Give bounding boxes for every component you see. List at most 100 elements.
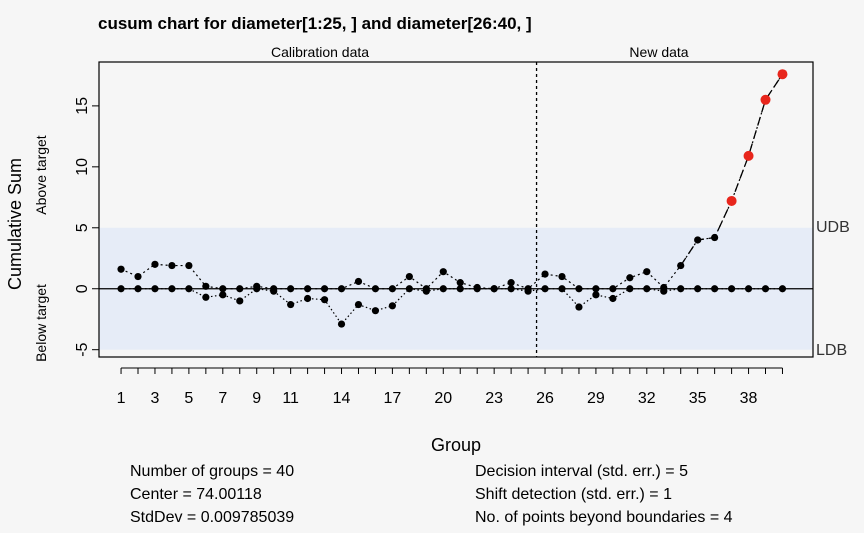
lower-point	[761, 285, 770, 293]
y-axis-label: Cumulative Sum	[5, 158, 25, 290]
x-tick-label: 1	[117, 390, 126, 407]
lower-point	[490, 285, 498, 293]
lower-point	[711, 285, 719, 293]
stat-number-of-groups: Number of groups = 40	[130, 463, 294, 480]
upper-point	[168, 261, 176, 270]
lower-point	[541, 285, 549, 293]
x-tick-label: 14	[333, 390, 351, 407]
lower-point	[134, 285, 142, 293]
x-tick-label: 5	[184, 390, 193, 407]
x-tick-label: 23	[485, 390, 503, 407]
lower-point	[626, 285, 634, 293]
upper-point	[592, 285, 600, 293]
lower-point	[609, 294, 617, 303]
upper-point	[626, 274, 634, 282]
upper-point	[117, 265, 125, 273]
y-axis-label-below: Below target	[33, 284, 49, 362]
x-tick-label: 20	[434, 390, 452, 407]
lower-point	[422, 287, 430, 295]
stat-stddev: StdDev = 0.009785039	[130, 509, 294, 526]
upper-point	[711, 233, 719, 242]
upper-point	[558, 272, 566, 281]
x-axis: 1 3 5 7 9 11 14 17 20 23 26 29 32 35 38	[117, 367, 783, 407]
lower-point	[354, 300, 363, 309]
x-tick-label: 29	[587, 390, 605, 407]
upper-point-violation	[726, 195, 737, 206]
x-tick-label: 38	[740, 390, 758, 407]
x-tick-label: 9	[252, 390, 261, 407]
section-label-new: New data	[629, 44, 688, 60]
upper-point	[609, 285, 617, 293]
lower-point	[558, 285, 566, 293]
lower-point	[388, 302, 397, 310]
upper-point	[694, 236, 702, 244]
upper-point-violation	[760, 94, 771, 105]
upper-point	[304, 285, 312, 293]
upper-point	[541, 270, 549, 278]
upper-point	[287, 285, 295, 293]
upper-point	[185, 261, 193, 270]
upper-point	[202, 282, 210, 290]
x-tick-label: 17	[384, 390, 402, 407]
lower-point	[456, 285, 464, 293]
upper-point	[575, 285, 583, 293]
lower-point	[320, 296, 329, 304]
x-tick-label: 7	[218, 390, 227, 407]
lower-point	[185, 285, 193, 293]
upper-point	[405, 272, 413, 281]
lower-point	[677, 285, 685, 293]
stat-points-beyond: No. of points beyond boundaries = 4	[475, 509, 733, 526]
lower-point	[287, 300, 295, 309]
lower-point	[117, 285, 125, 293]
ldb-label: LDB	[816, 342, 847, 359]
lower-point	[151, 285, 159, 293]
lower-point	[592, 291, 600, 299]
stat-shift-detection: Shift detection (std. err.) = 1	[475, 486, 672, 503]
upper-point	[388, 285, 397, 293]
upper-point	[643, 268, 651, 276]
x-tick-label: 32	[638, 390, 656, 407]
lower-point	[473, 285, 481, 293]
lower-point	[778, 285, 787, 293]
lower-point	[694, 285, 702, 293]
lower-point	[524, 287, 532, 295]
lower-point	[643, 285, 651, 293]
lower-point	[253, 285, 261, 293]
upper-point	[337, 285, 346, 293]
x-tick-label: 35	[689, 390, 707, 407]
upper-cusum-line	[120, 73, 783, 290]
x-tick-label: 11	[282, 390, 299, 407]
lower-point	[727, 285, 736, 293]
upper-point	[456, 279, 464, 287]
section-label-calibration: Calibration data	[271, 44, 369, 60]
y-tick-label: 10	[74, 158, 91, 176]
lower-point	[219, 291, 227, 299]
upper-point	[236, 285, 244, 293]
chart-title: cusum chart for diameter[1:25, ] and dia…	[98, 14, 532, 33]
upper-point	[354, 277, 363, 286]
upper-point	[151, 260, 159, 268]
upper-point-violation	[743, 150, 754, 161]
lower-point	[202, 293, 210, 301]
lower-point	[744, 285, 753, 293]
upper-point	[507, 279, 515, 287]
lower-point	[371, 307, 380, 315]
stat-decision-interval: Decision interval (std. err.) = 5	[475, 463, 688, 480]
x-tick-label: 26	[536, 390, 554, 407]
lower-cusum-line	[121, 288, 783, 326]
upper-point	[677, 261, 685, 270]
y-tick-label: 0	[74, 284, 91, 293]
y-tick-label: -5	[74, 342, 91, 356]
lower-point	[168, 285, 176, 293]
upper-point	[439, 268, 447, 276]
stat-center: Center = 74.00118	[130, 486, 262, 503]
series-layer	[117, 69, 788, 328]
lower-point	[660, 287, 668, 295]
y-tick-label: 15	[74, 97, 91, 115]
upper-point	[320, 285, 329, 293]
lower-point	[507, 285, 515, 293]
udb-label: UDB	[816, 219, 850, 236]
lower-point	[439, 285, 447, 293]
x-tick-label: 3	[151, 390, 160, 407]
